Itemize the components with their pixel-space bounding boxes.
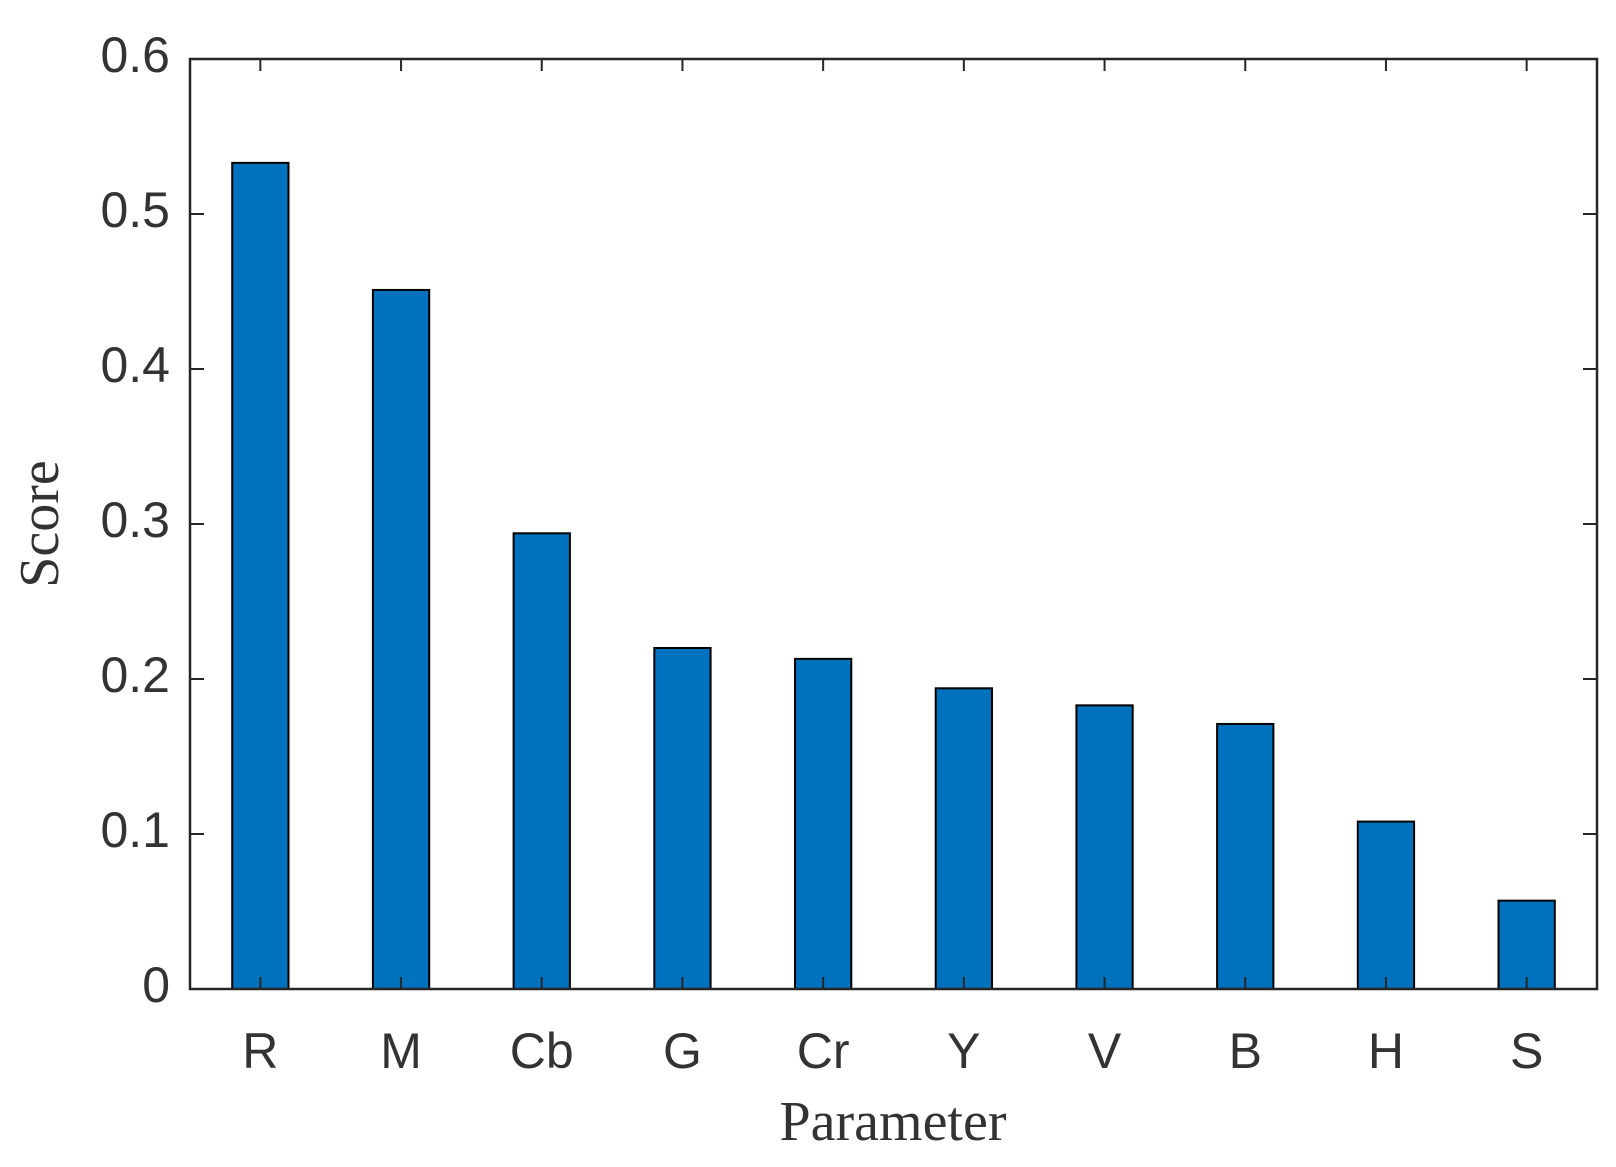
x-axis-label: Parameter	[780, 1091, 1007, 1153]
bar	[1075, 704, 1134, 990]
x-tick-label: Cr	[797, 1023, 850, 1079]
x-tick-label: S	[1510, 1023, 1543, 1079]
y-tick-label: 0.4	[100, 337, 170, 393]
x-tick-label: B	[1229, 1023, 1262, 1079]
x-tick-label: R	[242, 1023, 278, 1079]
x-tick-label: V	[1088, 1023, 1122, 1079]
bar	[1356, 820, 1416, 990]
x-tick-label: H	[1368, 1023, 1404, 1079]
bar	[512, 532, 571, 990]
y-tick-label: 0	[142, 957, 170, 1013]
y-axis-label: Score	[9, 460, 71, 588]
y-tick-label: 0.3	[100, 492, 170, 548]
bar	[653, 647, 712, 990]
bar	[371, 288, 431, 990]
bar	[231, 161, 290, 991]
bar	[1216, 722, 1275, 990]
bar	[794, 657, 853, 990]
y-tick-label: 0.6	[100, 27, 170, 83]
y-tick-label: 0.2	[100, 647, 170, 703]
axes-box	[188, 57, 1599, 991]
x-tick-label: Y	[947, 1023, 980, 1079]
x-tick-label: M	[380, 1023, 422, 1079]
bar	[1497, 899, 1556, 991]
x-tick-label: G	[663, 1023, 702, 1079]
y-tick-label: 0.1	[100, 802, 170, 858]
bar	[934, 687, 993, 990]
y-tick-label: 0.5	[100, 182, 170, 238]
x-tick-label: Cb	[510, 1023, 574, 1079]
